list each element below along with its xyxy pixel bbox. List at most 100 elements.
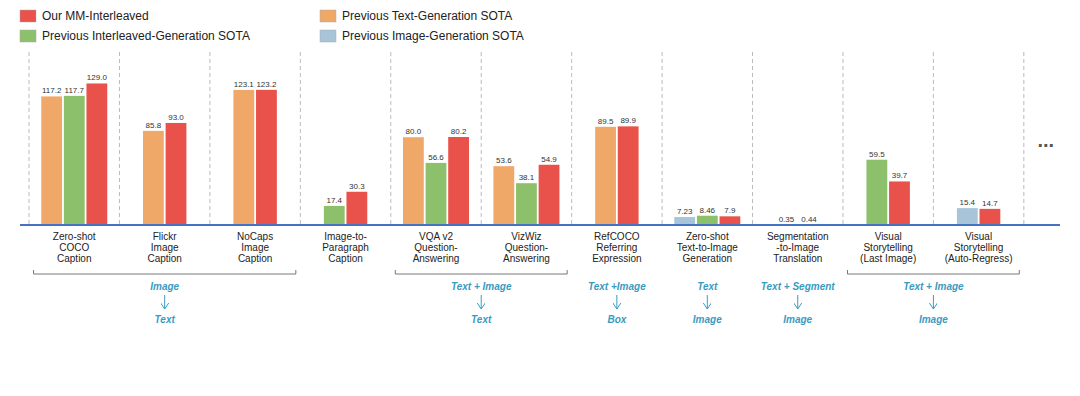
separators (29, 52, 1024, 225)
annotation-input: Text + Image (451, 281, 512, 292)
data-label: 7.23 (677, 207, 693, 216)
data-label: 80.2 (451, 127, 467, 136)
annotation-output: Image (783, 314, 812, 325)
annotation-output: Text (471, 314, 492, 325)
bar (64, 96, 85, 225)
group-separator (300, 52, 301, 225)
legend-swatch (20, 10, 36, 22)
data-label: 89.9 (620, 116, 636, 125)
annotation-arrow (797, 295, 798, 309)
data-label: 123.1 (234, 80, 255, 89)
annotation-arrow (164, 295, 165, 309)
annotation-input: Text +Image (588, 281, 646, 292)
bar (889, 181, 910, 225)
data-label: 56.6 (428, 153, 444, 162)
annotation-arrow (933, 295, 934, 309)
group-separator (390, 52, 391, 225)
category-label: RefCOCOReferringExpression (592, 231, 641, 264)
annotation-input: Text + Segment (761, 281, 835, 292)
data-label: 123.2 (256, 80, 277, 89)
data-label: 38.1 (519, 173, 535, 182)
annotation-input: Text (697, 281, 718, 292)
category-label: Zero-shotCOCOCaption (53, 231, 96, 264)
group-separator (662, 52, 663, 225)
annotation-arrow (707, 295, 708, 309)
category-label: FlickrImageCaption (147, 231, 181, 264)
category-label: Segmentation-to-ImageTranslation (767, 231, 829, 264)
ellipsis: ... (1037, 129, 1054, 151)
bar (493, 166, 514, 225)
bar (256, 90, 277, 225)
bar (41, 96, 62, 225)
bar (516, 183, 537, 225)
data-label: 15.4 (960, 198, 976, 207)
bar (166, 123, 187, 225)
data-label: 7.9 (724, 206, 736, 215)
annotation-output: Box (607, 314, 626, 325)
data-label: 59.5 (869, 150, 885, 159)
group-separator (1023, 52, 1024, 225)
group-separator (752, 52, 753, 225)
category-label: Image-to-ParagraphCaption (322, 231, 369, 264)
category-label: VisualStorytelling(Auto-Regress) (945, 231, 1013, 264)
bars (41, 83, 1000, 225)
category-label: VizWizQuestion-Answering (503, 231, 550, 264)
data-label: 54.9 (541, 155, 557, 164)
legend-swatch (320, 10, 336, 22)
bar (426, 163, 447, 225)
bar (403, 137, 424, 225)
data-label: 89.5 (598, 117, 614, 126)
annotation-input: Text + Image (903, 281, 964, 292)
data-label: 8.46 (700, 206, 716, 215)
category-label: NoCapsImageCaption (237, 231, 273, 264)
bar (957, 208, 978, 225)
data-label: 53.6 (496, 156, 512, 165)
group-separator (29, 52, 30, 225)
annotation-input: Image (150, 281, 179, 292)
category-label: VisualStorytelling(Last Image) (860, 231, 916, 264)
bar (86, 83, 107, 225)
data-labels: 117.2117.7129.085.893.0123.1123.217.430.… (42, 73, 998, 223)
data-label: 0.35 (779, 215, 795, 224)
group-separator (209, 52, 210, 225)
data-label: 129.0 (87, 73, 108, 82)
bar (233, 90, 254, 225)
annotation-arrow (616, 295, 617, 309)
group-separator (842, 52, 843, 225)
group-separator (119, 52, 120, 225)
data-label: 39.7 (892, 171, 908, 180)
bracket (395, 270, 567, 274)
baseline (20, 224, 1060, 226)
category-label: Zero-shotText-to-ImageGeneration (677, 231, 739, 264)
data-label: 30.3 (349, 182, 365, 191)
bar (720, 216, 741, 225)
bar (618, 126, 639, 225)
category-labels: Zero-shotCOCOCaption FlickrImageCaption No… (53, 231, 1013, 264)
legend: Our MM-Interleaved Previous Text-Generati… (20, 9, 524, 43)
data-label: 80.0 (406, 127, 422, 136)
legend-label: Our MM-Interleaved (42, 9, 149, 23)
bar (980, 209, 1001, 225)
data-label: 117.2 (42, 86, 62, 95)
group-separator (571, 52, 572, 225)
category-label: VQA v2Question-Answering (413, 231, 460, 264)
bar (866, 160, 887, 225)
data-label: 0.44 (801, 215, 817, 224)
annotation-output: Text (155, 314, 176, 325)
bar (697, 216, 718, 225)
bracket (847, 270, 1019, 274)
bar (539, 165, 560, 225)
annotation-output: Image (919, 314, 948, 325)
legend-swatch (320, 30, 336, 42)
group-separator (933, 52, 934, 225)
annotation-output: Image (693, 314, 722, 325)
data-label: 117.7 (65, 86, 85, 95)
annotation-arrow (481, 295, 482, 309)
group-separator (481, 52, 482, 225)
legend-label: Previous Interleaved-Generation SOTA (42, 29, 250, 43)
annotations: Image Text Text + Image Text Text +Image Box T… (34, 129, 1054, 325)
bar (595, 127, 616, 225)
legend-label: Previous Text-Generation SOTA (342, 9, 512, 23)
bar (346, 192, 367, 225)
bar (448, 137, 469, 225)
